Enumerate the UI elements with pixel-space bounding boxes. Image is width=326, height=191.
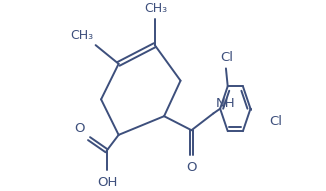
Text: Cl: Cl xyxy=(220,51,233,64)
Text: O: O xyxy=(75,122,85,135)
Text: OH: OH xyxy=(97,176,118,189)
Text: NH: NH xyxy=(215,97,235,110)
Text: CH₃: CH₃ xyxy=(71,29,94,42)
Text: Cl: Cl xyxy=(269,115,282,128)
Text: CH₃: CH₃ xyxy=(144,2,167,15)
Text: O: O xyxy=(186,161,197,174)
